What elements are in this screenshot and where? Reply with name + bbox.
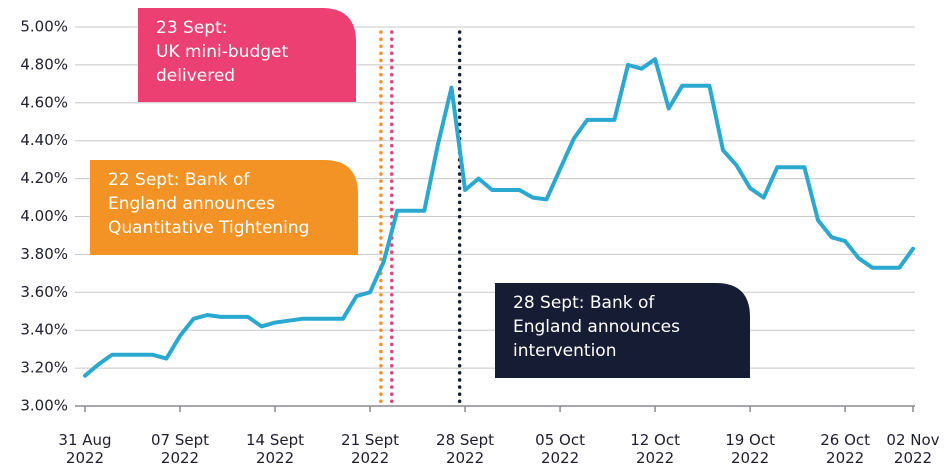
annotation-box bbox=[90, 160, 358, 255]
annotation-text: 23 Sept: bbox=[156, 18, 227, 38]
series-line bbox=[83, 57, 915, 378]
y-tick-label: 3.40% bbox=[20, 321, 68, 339]
annotation-text: Quantitative Tightening bbox=[108, 218, 309, 238]
annotation-text: UK mini-budget bbox=[156, 42, 289, 62]
y-tick-label: 4.20% bbox=[20, 169, 68, 187]
x-tick-label: 21 Sept 2022 bbox=[341, 431, 399, 465]
annotation-text: delivered bbox=[156, 66, 235, 86]
annotation-box bbox=[138, 8, 356, 102]
x-tick-label: 28 Sept 2022 bbox=[436, 431, 494, 465]
x-tick-label: 14 Sept 2022 bbox=[246, 431, 304, 465]
annotation-box bbox=[495, 283, 750, 378]
annotation-text: England announces bbox=[108, 194, 275, 214]
y-tick-label: 4.60% bbox=[20, 93, 68, 111]
x-tick-label: 19 Oct 2022 bbox=[725, 431, 775, 465]
x-tick-label: 07 Sept 2022 bbox=[151, 431, 209, 465]
x-tick-label: 26 Oct 2022 bbox=[820, 431, 870, 465]
x-tick-label: 31 Aug 2022 bbox=[58, 431, 111, 465]
y-tick-label: 4.40% bbox=[20, 131, 68, 149]
y-tick-label: 4.00% bbox=[20, 207, 68, 225]
annotation-text: 28 Sept: Bank of bbox=[513, 293, 655, 313]
annotation-text: intervention bbox=[513, 341, 616, 361]
y-tick-label: 3.60% bbox=[20, 283, 68, 301]
x-tick-label: 05 Oct 2022 bbox=[535, 431, 585, 465]
annotation-text: 22 Sept: Bank of bbox=[108, 170, 250, 190]
annotation-text: England announces bbox=[513, 317, 680, 337]
y-tick-label: 4.80% bbox=[20, 55, 68, 73]
y-tick-label: 3.80% bbox=[20, 245, 68, 263]
x-tick-label: 12 Oct 2022 bbox=[630, 431, 680, 465]
x-tick-label: 02 Nov 2022 bbox=[886, 431, 939, 465]
y-tick-label: 5.00% bbox=[20, 18, 68, 36]
y-tick-label: 3.20% bbox=[20, 359, 68, 377]
y-tick-label: 3.00% bbox=[20, 397, 68, 415]
